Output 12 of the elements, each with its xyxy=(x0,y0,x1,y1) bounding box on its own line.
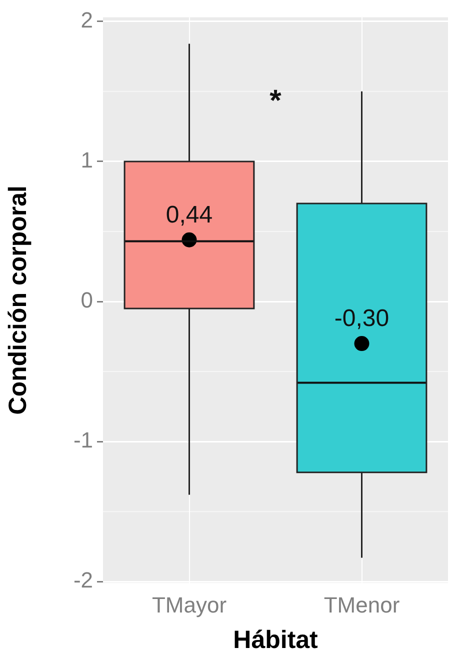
y-tick-label: 1 xyxy=(80,148,93,173)
annotation: * xyxy=(270,84,282,118)
x-axis-title: Hábitat xyxy=(233,626,319,654)
y-axis-title: Condición corporal xyxy=(4,186,32,415)
y-tick-label: 2 xyxy=(80,7,93,32)
x-tick-label: TMayor xyxy=(152,592,227,618)
x-tick-label: TMenor xyxy=(324,592,400,618)
data-label: 0,44 xyxy=(166,202,213,229)
data-label: -0,30 xyxy=(334,305,390,332)
y-tick-label: 0 xyxy=(80,288,93,313)
y-tick-label: -2 xyxy=(73,568,93,593)
y-tick-label: -1 xyxy=(73,428,93,453)
